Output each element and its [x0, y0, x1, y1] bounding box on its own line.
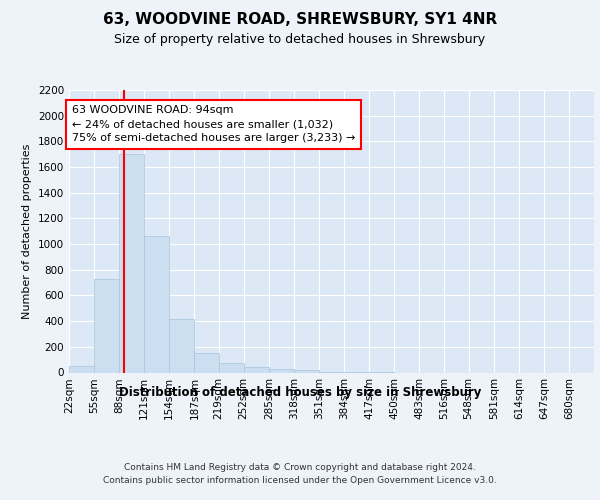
Bar: [144, 236, 169, 372]
Bar: [218, 363, 244, 372]
Text: Contains HM Land Registry data © Crown copyright and database right 2024.: Contains HM Land Registry data © Crown c…: [124, 462, 476, 471]
Bar: [119, 154, 144, 372]
Bar: [294, 370, 319, 372]
Text: Contains public sector information licensed under the Open Government Licence v3: Contains public sector information licen…: [103, 476, 497, 485]
Text: 63 WOODVINE ROAD: 94sqm
← 24% of detached houses are smaller (1,032)
75% of semi: 63 WOODVINE ROAD: 94sqm ← 24% of detache…: [72, 106, 355, 144]
Bar: [269, 368, 294, 372]
Bar: [94, 279, 119, 372]
Bar: [244, 368, 269, 372]
Bar: [169, 318, 194, 372]
Text: 63, WOODVINE ROAD, SHREWSBURY, SY1 4NR: 63, WOODVINE ROAD, SHREWSBURY, SY1 4NR: [103, 12, 497, 28]
Y-axis label: Number of detached properties: Number of detached properties: [22, 144, 32, 319]
Text: Distribution of detached houses by size in Shrewsbury: Distribution of detached houses by size …: [119, 386, 481, 399]
Text: Size of property relative to detached houses in Shrewsbury: Size of property relative to detached ho…: [115, 32, 485, 46]
Bar: [69, 366, 94, 372]
Bar: [194, 353, 220, 372]
